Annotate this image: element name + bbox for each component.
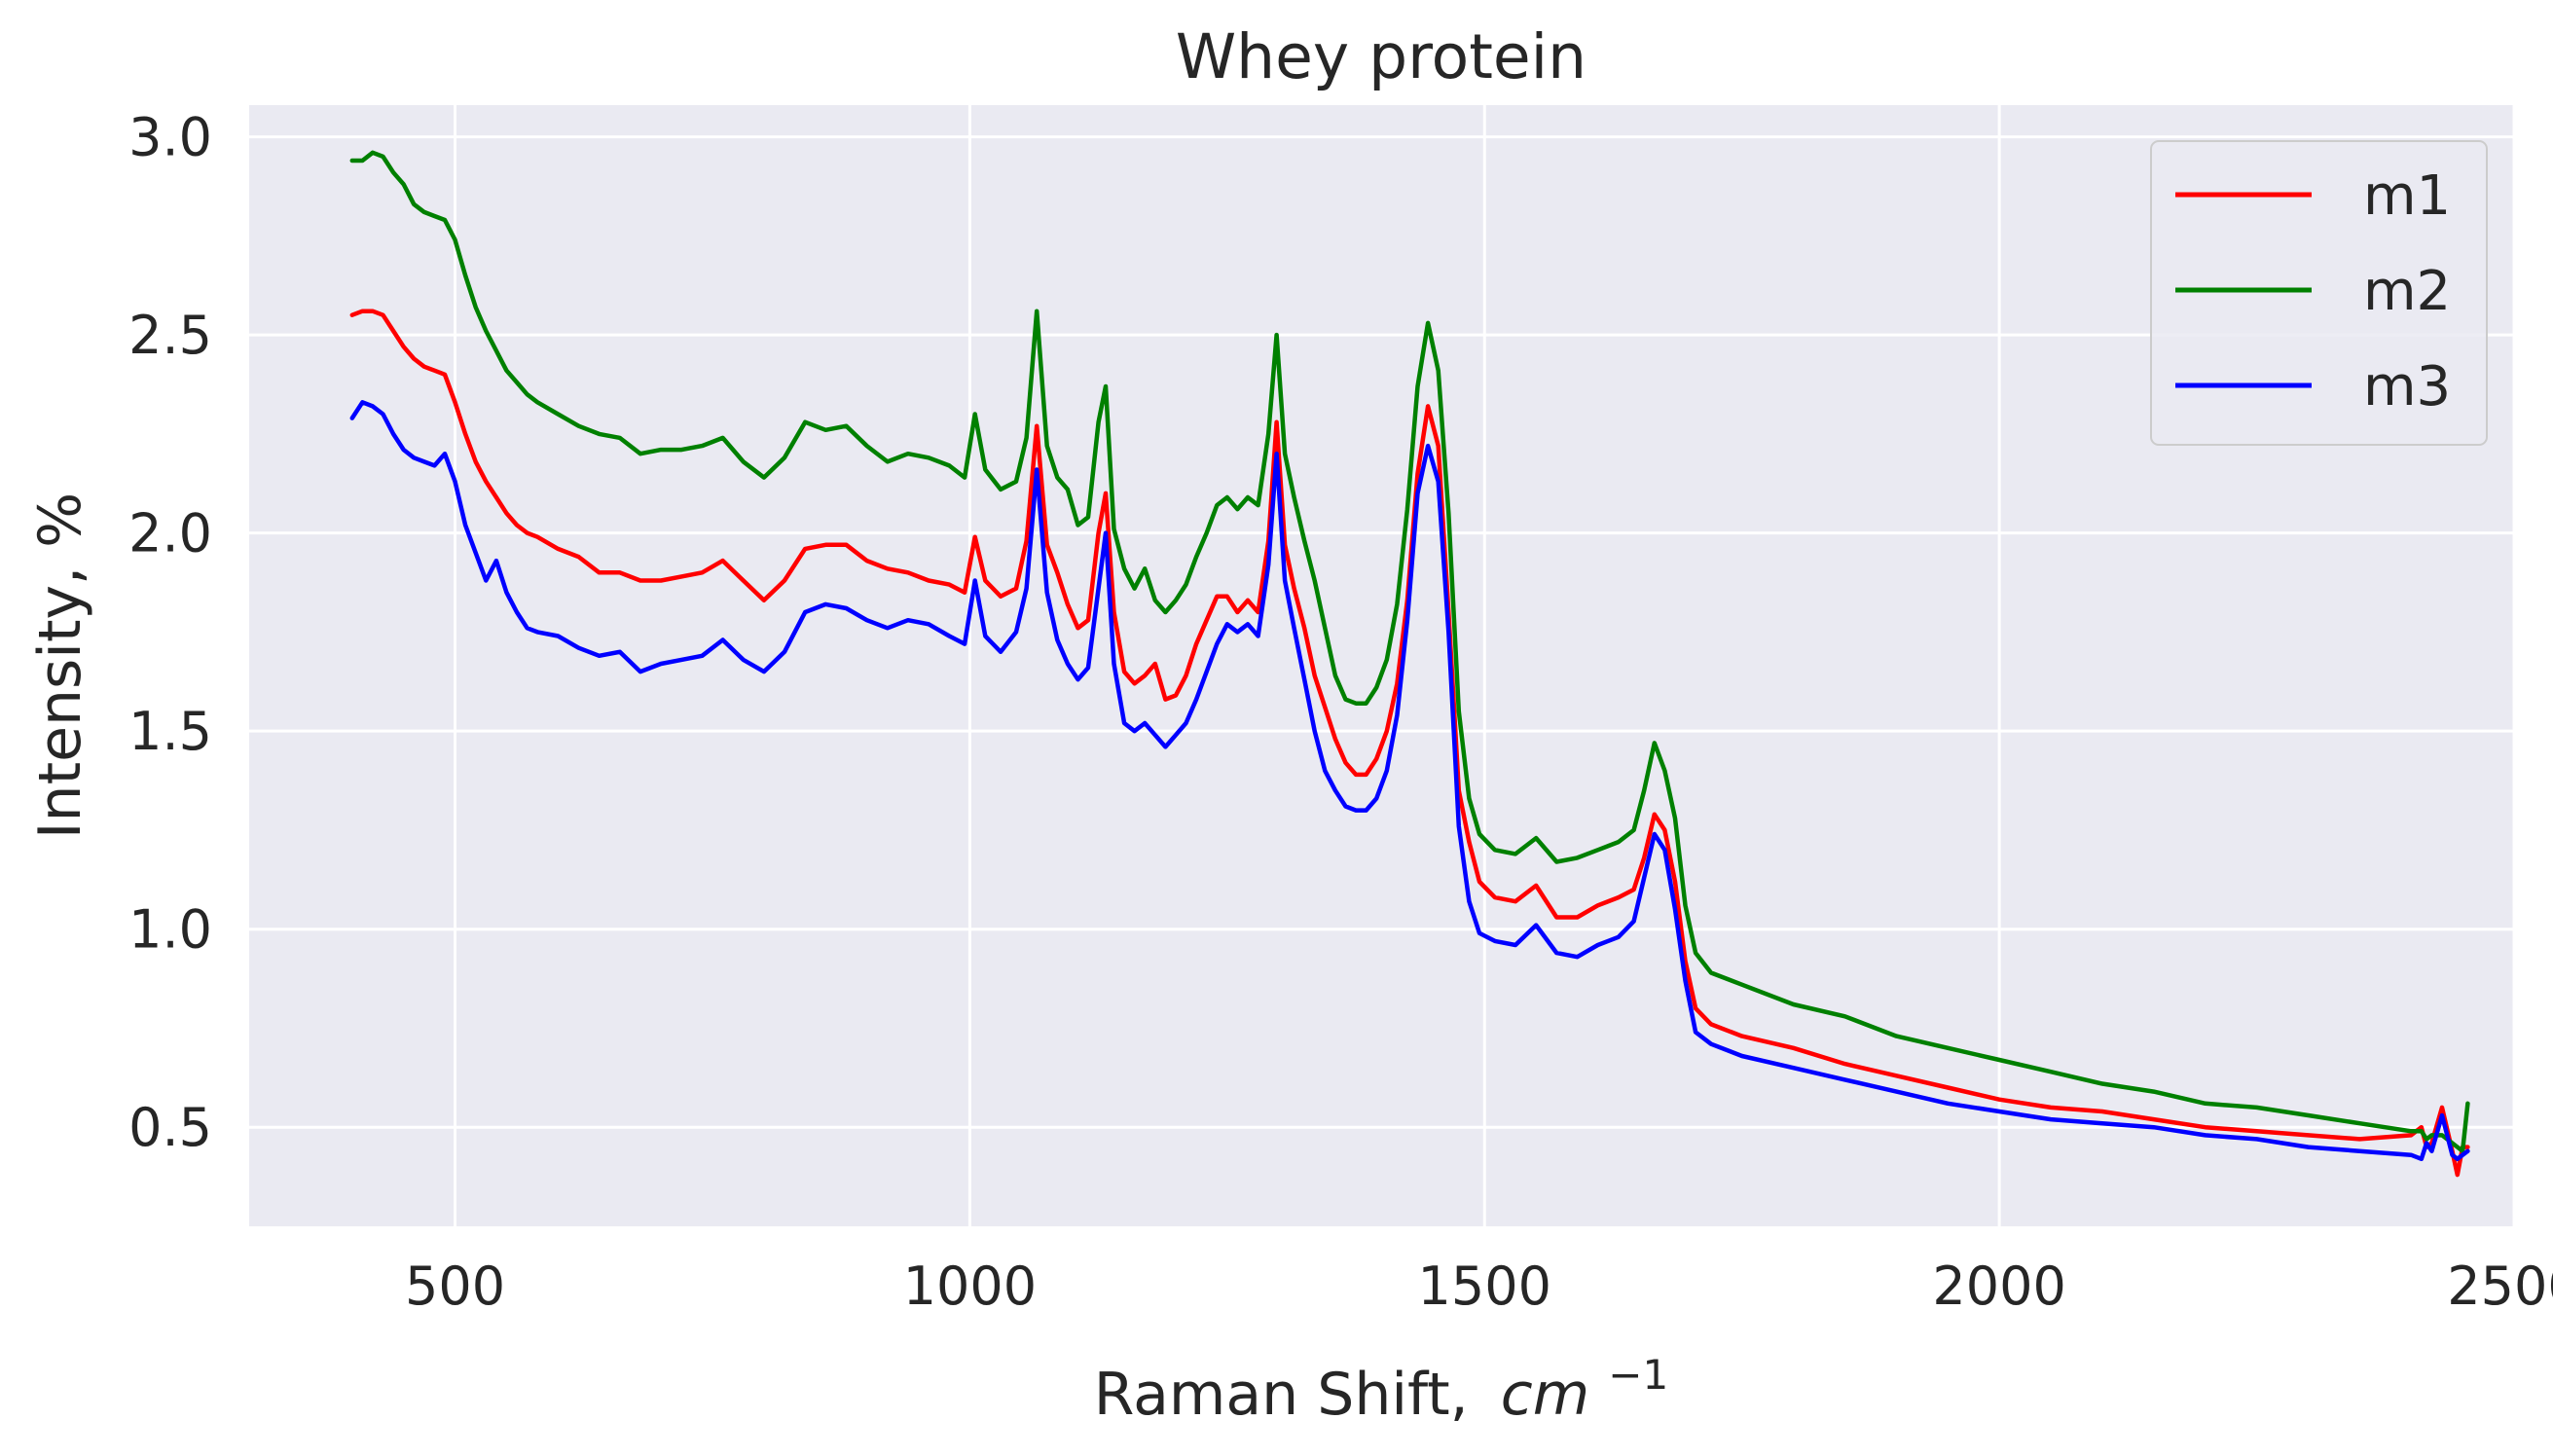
series-layer: [349, 150, 2470, 1178]
legend-label-m2: m2: [2363, 260, 2451, 323]
x-tick-label: 1500: [1418, 1256, 1551, 1317]
x-gridlines: [454, 105, 2516, 1226]
x-tick-label: 500: [405, 1256, 505, 1317]
x-axis-title-exponent: −1: [1608, 1351, 1668, 1399]
chart-title: Whey protein: [1176, 21, 1587, 92]
series-line-m2: [349, 150, 2470, 1153]
y-tick-label: 1.0: [128, 899, 212, 961]
y-tick-labels: 0.5 1.0 1.5 2.0 2.5 3.0: [128, 107, 212, 1159]
y-axis-title: Intensity, %: [26, 492, 94, 839]
x-axis-title-text: Raman Shift,: [1094, 1361, 1469, 1429]
y-tick-label: 1.5: [128, 701, 212, 762]
y-gridlines: [249, 135, 2514, 1129]
legend-label-m3: m3: [2363, 355, 2451, 419]
x-tick-label: 2000: [1932, 1256, 2065, 1317]
y-tick-label: 2.0: [128, 503, 212, 564]
plot-area: [249, 105, 2514, 1226]
legend: m1 m2 m3: [2150, 140, 2488, 446]
legend-box: [2150, 140, 2488, 446]
x-axis-title-unit: cm: [1501, 1361, 1589, 1429]
x-tick-label: 1000: [903, 1256, 1037, 1317]
x-axis-title: Raman Shift, cm −1: [1094, 1351, 1668, 1429]
y-tick-label: 3.0: [128, 107, 212, 168]
legend-label-m1: m1: [2363, 164, 2451, 228]
series-line-m1: [349, 309, 2470, 1178]
y-tick-label: 2.5: [128, 305, 212, 366]
series-line-m3: [349, 400, 2470, 1162]
y-tick-label: 0.5: [128, 1097, 212, 1158]
